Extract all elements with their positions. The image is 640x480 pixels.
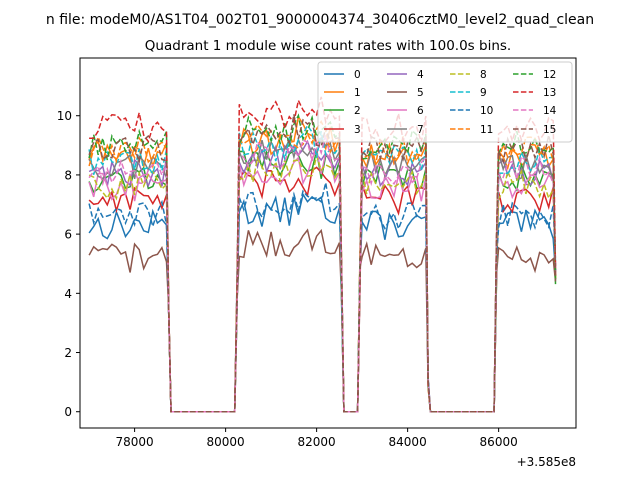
legend-label: 13 bbox=[543, 87, 556, 99]
legend-label: 3 bbox=[354, 124, 361, 136]
y-tick-label: 10 bbox=[57, 109, 72, 123]
x-tick-label: 86000 bbox=[480, 435, 518, 449]
x-tick-label: 80000 bbox=[207, 435, 245, 449]
legend-label: 2 bbox=[354, 105, 361, 117]
legend-label: 1 bbox=[354, 87, 361, 99]
legend-label: 9 bbox=[480, 87, 487, 99]
legend-label: 14 bbox=[543, 105, 557, 117]
y-tick-label: 8 bbox=[64, 168, 72, 182]
y-tick-label: 6 bbox=[64, 228, 72, 242]
plot-frame bbox=[79, 57, 577, 429]
y-tick-label: 0 bbox=[64, 405, 72, 419]
legend-label: 8 bbox=[480, 69, 487, 81]
y-axis: 0 2 4 6 8 10 bbox=[57, 109, 80, 419]
legend-label: 12 bbox=[543, 69, 556, 81]
y-tick-label: 2 bbox=[64, 346, 72, 360]
x-axis: 78000 80000 82000 84000 86000 bbox=[116, 428, 518, 449]
legend-frame bbox=[317, 61, 573, 143]
x-tick-label: 84000 bbox=[389, 435, 427, 449]
legend-label: 0 bbox=[354, 69, 361, 81]
figure-suptitle: n file: modeM0/AS1T04_002T01_9000004374_… bbox=[46, 12, 594, 28]
x-axis-offset-label: +3.585e8 bbox=[517, 455, 576, 469]
legend-label: 7 bbox=[417, 124, 424, 136]
chart-title: Quadrant 1 module wise count rates with … bbox=[145, 38, 511, 54]
legend-label: 15 bbox=[543, 124, 556, 136]
legend-label: 4 bbox=[417, 69, 424, 81]
y-tick-label: 4 bbox=[64, 287, 72, 301]
legend-label: 6 bbox=[417, 105, 424, 117]
legend-label: 11 bbox=[480, 124, 493, 136]
x-tick-label: 82000 bbox=[298, 435, 336, 449]
legend-label: 10 bbox=[480, 105, 493, 117]
x-tick-label: 78000 bbox=[116, 435, 154, 449]
legend-label: 5 bbox=[417, 87, 424, 99]
